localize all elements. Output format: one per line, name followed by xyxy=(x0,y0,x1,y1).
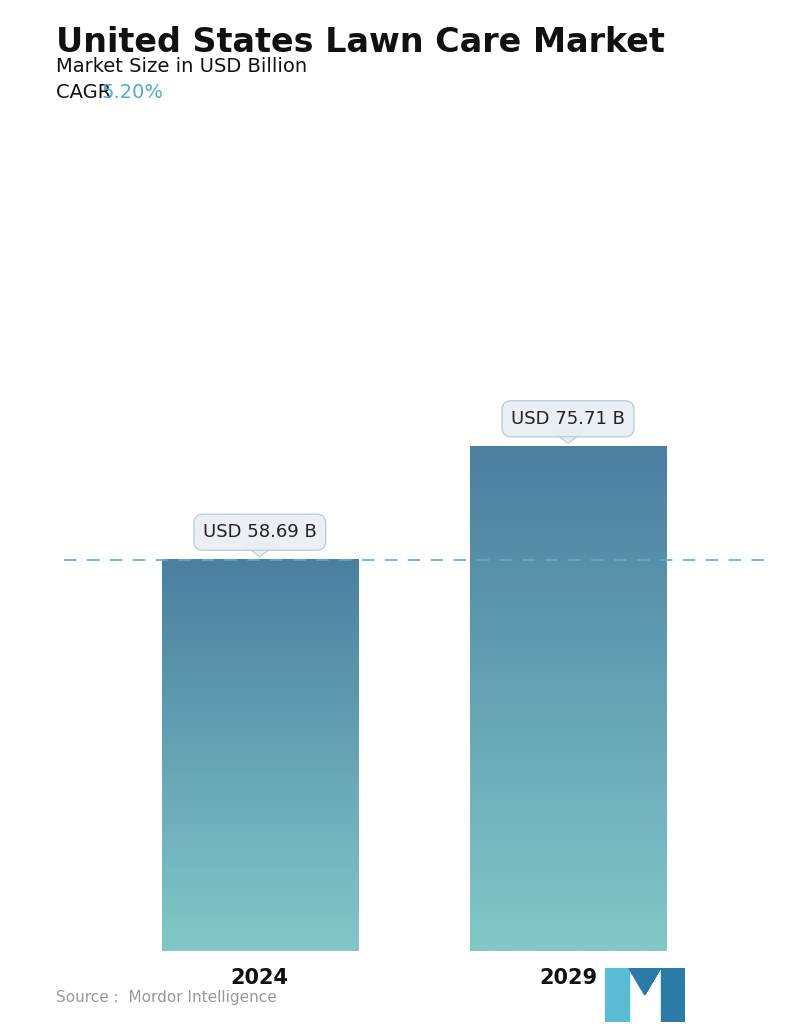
Text: Market Size in USD Billion: Market Size in USD Billion xyxy=(56,57,306,75)
Text: 5.20%: 5.20% xyxy=(102,83,164,101)
Text: CAGR: CAGR xyxy=(56,83,123,101)
Text: Source :  Mordor Intelligence: Source : Mordor Intelligence xyxy=(56,990,276,1005)
Polygon shape xyxy=(605,968,629,1022)
Text: USD 58.69 B: USD 58.69 B xyxy=(203,523,317,541)
Polygon shape xyxy=(551,430,586,444)
Polygon shape xyxy=(629,968,661,995)
Polygon shape xyxy=(605,968,645,995)
Polygon shape xyxy=(242,544,277,557)
Polygon shape xyxy=(645,968,685,995)
Text: United States Lawn Care Market: United States Lawn Care Market xyxy=(56,26,665,59)
Polygon shape xyxy=(661,968,685,1022)
Text: USD 75.71 B: USD 75.71 B xyxy=(511,409,625,428)
